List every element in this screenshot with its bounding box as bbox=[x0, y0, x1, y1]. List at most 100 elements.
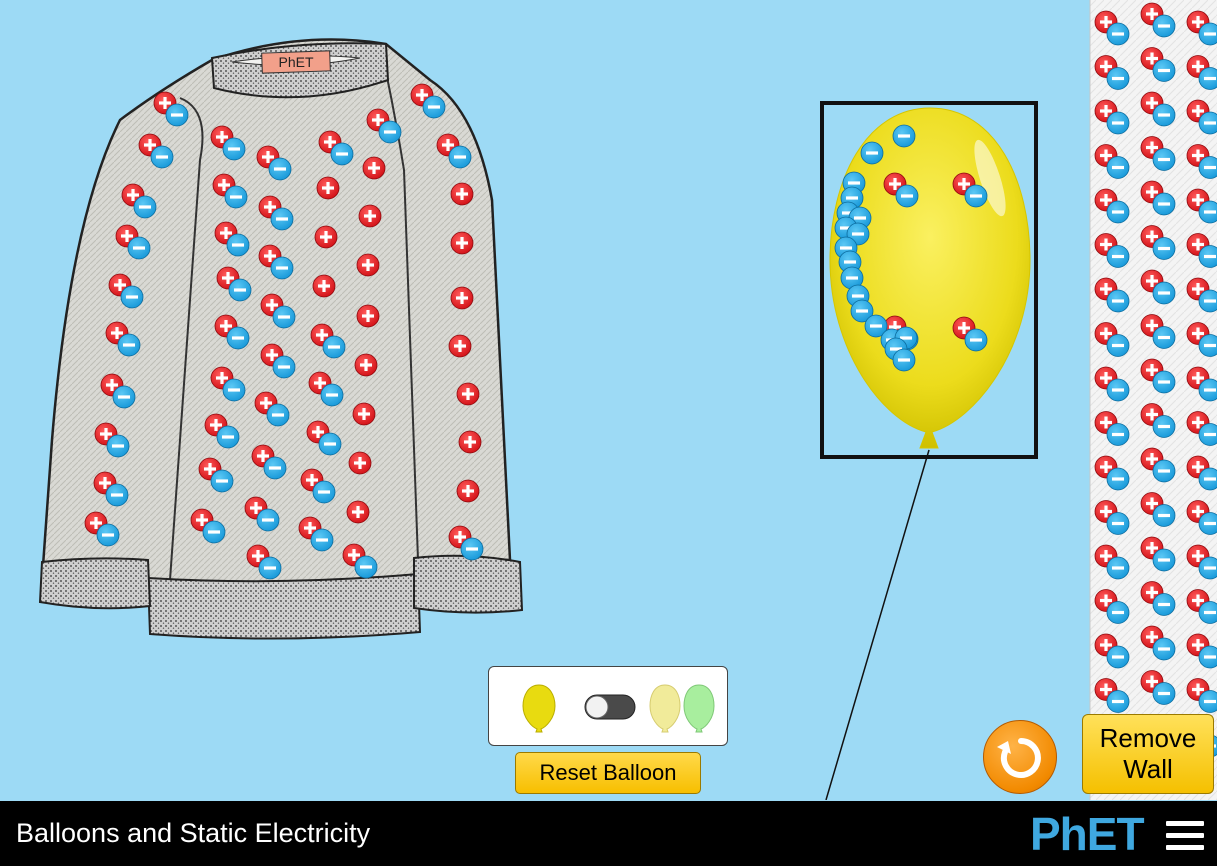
minus-charge-icon bbox=[258, 556, 282, 580]
plus-charge-icon bbox=[314, 225, 338, 249]
minus-charge-icon bbox=[1198, 690, 1217, 713]
minus-charge-icon bbox=[312, 480, 336, 504]
minus-charge-icon bbox=[222, 137, 246, 161]
minus-charge-icon bbox=[1198, 200, 1217, 224]
remove-wall-label-line2: Wall bbox=[1123, 754, 1173, 784]
minus-charge-icon bbox=[422, 95, 446, 119]
minus-charge-icon bbox=[1152, 59, 1176, 82]
minus-charge-icon bbox=[840, 266, 864, 290]
remove-wall-label-line1: Remove bbox=[1099, 723, 1197, 753]
minus-charge-icon bbox=[895, 184, 919, 208]
phet-logo[interactable]: PhET bbox=[1030, 808, 1150, 860]
navigation-bar: Balloons and Static Electricity PhET bbox=[0, 801, 1217, 866]
minus-charge-icon bbox=[1106, 245, 1130, 268]
minus-charge-icon bbox=[1152, 637, 1176, 661]
minus-charge-icon bbox=[268, 157, 292, 181]
minus-charge-icon bbox=[222, 378, 246, 402]
balloon-toggle-switch[interactable] bbox=[584, 694, 636, 720]
hamburger-menu-icon[interactable] bbox=[1166, 821, 1204, 851]
minus-charge-icon bbox=[1106, 156, 1130, 179]
minus-charge-icon bbox=[964, 328, 988, 352]
reset-balloon-button[interactable]: Reset Balloon bbox=[515, 752, 701, 794]
minus-charge-icon bbox=[105, 483, 129, 507]
minus-charge-icon bbox=[106, 434, 130, 458]
sweater-charges bbox=[84, 83, 484, 580]
plus-charge-icon bbox=[354, 353, 378, 377]
sim-title: Balloons and Static Electricity bbox=[16, 818, 371, 848]
minus-charge-icon bbox=[272, 305, 296, 329]
minus-charge-icon bbox=[1198, 111, 1217, 135]
minus-charge-icon bbox=[330, 142, 354, 166]
minus-charge-icon bbox=[1198, 645, 1217, 669]
minus-charge-icon bbox=[892, 348, 916, 372]
plus-charge-icon bbox=[316, 176, 340, 200]
wall-charges bbox=[1094, 2, 1217, 758]
plus-charge-icon bbox=[456, 479, 480, 503]
minus-charge-icon bbox=[1106, 556, 1130, 580]
reset-arrow-icon bbox=[997, 738, 1041, 778]
minus-charge-icon bbox=[1152, 459, 1176, 483]
minus-charge-icon bbox=[320, 383, 344, 407]
minus-charge-icon bbox=[266, 403, 290, 427]
plus-charge-icon bbox=[458, 430, 482, 454]
minus-charge-icon bbox=[272, 355, 296, 379]
plus-charge-icon bbox=[356, 253, 380, 277]
minus-charge-icon bbox=[256, 508, 280, 532]
minus-charge-icon bbox=[1152, 326, 1176, 349]
minus-charge-icon bbox=[964, 184, 988, 208]
minus-charge-icon bbox=[1106, 111, 1130, 135]
minus-charge-icon bbox=[226, 326, 250, 350]
minus-charge-icon bbox=[1152, 281, 1176, 305]
minus-charge-icon bbox=[1152, 682, 1176, 705]
balloon-charges bbox=[834, 124, 988, 372]
minus-charge-icon bbox=[1106, 690, 1130, 713]
minus-charge-icon bbox=[448, 145, 472, 169]
plus-charge-icon bbox=[312, 274, 336, 298]
minus-charge-icon bbox=[224, 185, 248, 209]
minus-charge-icon bbox=[1152, 192, 1176, 216]
minus-charge-icon bbox=[1198, 467, 1217, 491]
sim-screen: PhET bbox=[38, 0, 1217, 800]
minus-charge-icon bbox=[1198, 156, 1217, 179]
minus-charge-icon bbox=[892, 124, 916, 148]
balloon-count-panel bbox=[488, 666, 728, 746]
two-balloons-icon[interactable] bbox=[649, 684, 715, 733]
minus-charge-icon bbox=[1106, 334, 1130, 357]
minus-charge-icon bbox=[1106, 423, 1130, 446]
single-balloon-icon[interactable] bbox=[522, 684, 556, 733]
minus-charge-icon bbox=[263, 456, 287, 480]
minus-charge-icon bbox=[1198, 512, 1217, 535]
minus-charge-icon bbox=[270, 256, 294, 280]
minus-charge-icon bbox=[1106, 67, 1130, 90]
play-area: PhET bbox=[38, 0, 1217, 800]
minus-charge-icon bbox=[1198, 423, 1217, 446]
minus-charge-icon bbox=[112, 385, 136, 409]
minus-charge-icon bbox=[1152, 148, 1176, 171]
minus-charge-icon bbox=[1152, 415, 1176, 438]
plus-charge-icon bbox=[1140, 492, 1164, 515]
minus-charge-icon bbox=[120, 285, 144, 309]
minus-charge-icon bbox=[1106, 467, 1130, 491]
plus-charge-icon bbox=[1140, 225, 1164, 248]
minus-charge-icon bbox=[318, 432, 342, 456]
plus-charge-icon bbox=[450, 231, 474, 255]
reset-all-button[interactable] bbox=[983, 720, 1057, 794]
minus-charge-icon bbox=[117, 333, 141, 357]
minus-charge-icon bbox=[1152, 14, 1176, 38]
minus-charge-icon bbox=[1152, 504, 1176, 527]
minus-charge-icon bbox=[864, 314, 888, 338]
plus-charge-icon bbox=[358, 204, 382, 228]
minus-charge-icon bbox=[1198, 289, 1217, 313]
plus-charge-icon bbox=[362, 156, 386, 180]
minus-charge-icon bbox=[1198, 556, 1217, 580]
minus-charge-icon bbox=[850, 299, 874, 323]
minus-charge-icon bbox=[310, 528, 334, 552]
minus-charge-icon bbox=[860, 141, 884, 165]
plus-charge-icon bbox=[456, 382, 480, 406]
minus-charge-icon bbox=[216, 425, 240, 449]
wall bbox=[1089, 0, 1217, 800]
plus-charge-icon bbox=[448, 334, 472, 358]
minus-charge-icon bbox=[1106, 289, 1130, 313]
remove-wall-button[interactable]: Remove Wall bbox=[1082, 714, 1214, 794]
plus-charge-icon bbox=[356, 304, 380, 328]
